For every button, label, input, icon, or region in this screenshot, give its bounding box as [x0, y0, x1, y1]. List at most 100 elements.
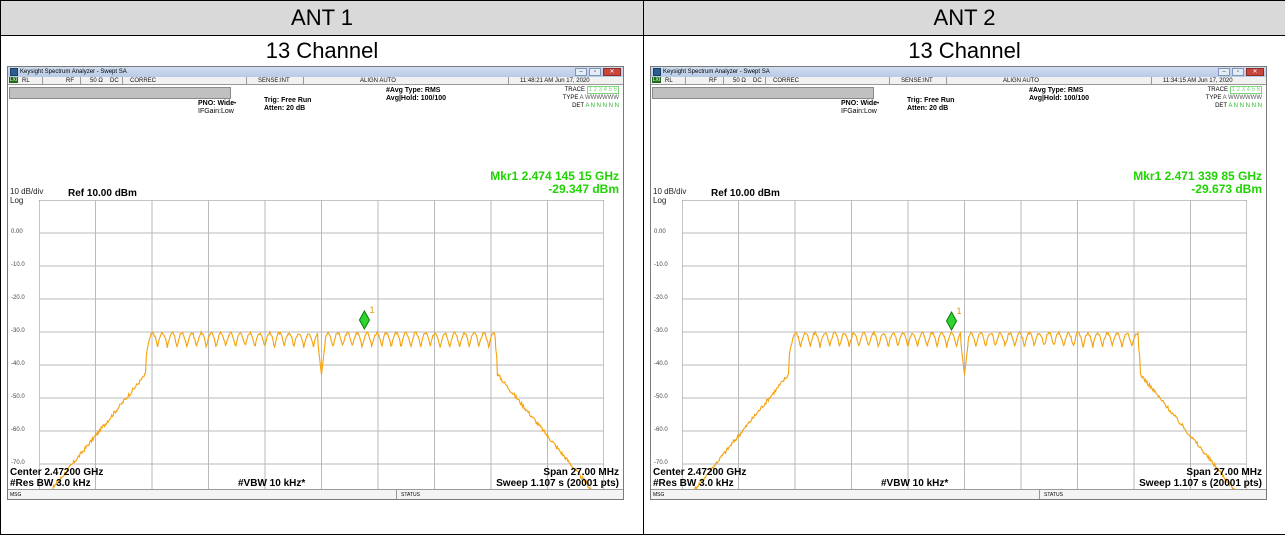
trace-label: TRACE	[1207, 86, 1228, 93]
restore-icon[interactable]: ▫	[1232, 67, 1244, 76]
status-correc: CORREC	[773, 77, 800, 84]
ant2-channel-header: 13 Channel	[643, 35, 1285, 66]
status-divider	[508, 76, 509, 85]
status-divider	[80, 76, 81, 85]
y-tick-label: -70.0	[654, 459, 668, 466]
status-correc: CORREC	[130, 77, 157, 84]
marker-level: -29.673 dBm	[1191, 181, 1262, 196]
status-divider	[246, 76, 247, 85]
avg-type: #Avg Type: RMS	[1029, 86, 1084, 94]
video-bandwidth: #VBW 10 kHz*	[881, 477, 949, 489]
status-impedance: 50 Ω	[733, 77, 746, 84]
trace-numbers: 1 2 3 4 5 6	[1229, 85, 1262, 94]
ant1-screenshot-cell: Keysight Spectrum Analyzer - Swept SA – …	[0, 65, 644, 535]
status-label: STATUS	[1039, 489, 1063, 499]
status-align: ALIGN AUTO	[360, 77, 396, 84]
trace-row: TRACE 1 2 3 4 5 6	[1207, 85, 1262, 94]
ant1-channel-header: 13 Channel	[0, 35, 644, 66]
softkey-title-bar	[652, 86, 874, 99]
close-icon[interactable]: ✕	[1246, 67, 1264, 76]
minimize-icon[interactable]: –	[575, 67, 587, 76]
scale-per-div: 10 dB/div	[10, 186, 44, 196]
y-tick-label: -60.0	[11, 426, 25, 433]
status-divider	[723, 76, 724, 85]
ant2-header: ANT 2	[643, 0, 1285, 36]
window-titlebar[interactable]: Keysight Spectrum Analyzer - Swept SA – …	[651, 66, 1266, 77]
status-divider	[303, 76, 304, 85]
window-titlebar[interactable]: Keysight Spectrum Analyzer - Swept SA – …	[8, 66, 623, 77]
resolution-bandwidth: #Res BW 3.0 kHz	[10, 477, 91, 489]
scale-per-div: 10 dB/div	[653, 186, 687, 196]
video-bandwidth: #VBW 10 kHz*	[238, 477, 306, 489]
det-label: DET	[572, 102, 584, 109]
center-frequency: Center 2.47200 GHz	[10, 466, 104, 478]
y-tick-label: -10.0	[654, 261, 668, 268]
sweep-time: Sweep 1.107 s (20001 pts)	[1139, 477, 1262, 489]
close-icon[interactable]: ✕	[603, 67, 621, 76]
y-tick-label: -30.0	[654, 327, 668, 334]
message-bar: MSG STATUS	[651, 488, 1266, 499]
marker-frequency: Mkr1 2.471 339 85 GHz	[1133, 168, 1262, 183]
spectrum-plot: 1	[682, 199, 1247, 499]
type-label: TYPE	[1205, 94, 1222, 101]
restore-icon[interactable]: ▫	[589, 67, 601, 76]
status-dc: DC	[110, 77, 119, 84]
status-divider	[1151, 76, 1152, 85]
message-bar: MSG STATUS	[8, 488, 623, 499]
ant1-channel-label: 13 Channel	[265, 37, 379, 63]
status-rf: RF	[709, 77, 717, 84]
reference-level: Ref 10.00 dBm	[711, 187, 780, 199]
y-tick-label: -40.0	[11, 360, 25, 367]
marker-diamond[interactable]	[945, 310, 958, 331]
window-controls: – ▫ ✕	[1218, 67, 1264, 76]
y-tick-label: -40.0	[654, 360, 668, 367]
ifgain-setting: IFGain:Low	[198, 107, 234, 115]
spectrum-trace	[39, 329, 604, 499]
trace-numbers: 1 2 3 4 5 6	[586, 85, 619, 94]
avg-hold: Avg|Hold: 100/100	[386, 94, 447, 102]
y-tick-label: -50.0	[654, 393, 668, 400]
status-divider	[685, 76, 686, 85]
det-row: DET A N N N N N	[572, 103, 619, 109]
minimize-icon[interactable]: –	[1218, 67, 1230, 76]
span: Span 27.00 MHz	[543, 466, 619, 478]
app-icon	[10, 67, 18, 76]
window-title: Keysight Spectrum Analyzer - Swept SA	[663, 68, 770, 75]
y-tick-label: -20.0	[11, 294, 25, 301]
trace-row: TRACE 1 2 3 4 5 6	[565, 85, 619, 94]
y-tick-label: 0.00	[654, 228, 666, 235]
det-label: DET	[1215, 102, 1227, 109]
type-value: A WWWWWW	[579, 94, 619, 101]
det-row: DET A N N N N N	[1215, 103, 1262, 109]
pno-setting: PNO: Wide	[841, 99, 878, 107]
y-tick-label: 0.00	[11, 228, 23, 235]
status-divider	[42, 76, 43, 85]
avg-type: #Avg Type: RMS	[386, 86, 441, 94]
arrow-icon: →•	[871, 100, 880, 107]
spectrum-analyzer-window: Keysight Spectrum Analyzer - Swept SA – …	[650, 65, 1267, 500]
status-clock: 11:34:15 AM Jun 17, 2020	[1163, 77, 1233, 84]
window-title: Keysight Spectrum Analyzer - Swept SA	[20, 68, 127, 75]
trigger-setting: Trig: Free Run	[907, 96, 955, 104]
center-frequency: Center 2.47200 GHz	[653, 466, 747, 478]
status-clock: 11:48:21 AM Jun 17, 2020	[520, 77, 590, 84]
status-rl: RL	[22, 77, 30, 84]
atten-setting: Atten: 20 dB	[264, 104, 306, 112]
spectrum-plot: 1	[39, 199, 604, 499]
pno-setting: PNO: Wide	[198, 99, 235, 107]
type-label: TYPE	[562, 94, 579, 101]
status-impedance: 50 Ω	[90, 77, 103, 84]
ant1-header: ANT 1	[0, 0, 644, 36]
marker-frequency: Mkr1 2.474 145 15 GHz	[490, 168, 619, 183]
y-tick-label: -30.0	[11, 327, 25, 334]
window-controls: – ▫ ✕	[575, 67, 621, 76]
reference-level: Ref 10.00 dBm	[68, 187, 137, 199]
trigger-setting: Trig: Free Run	[264, 96, 312, 104]
msg-label: MSG	[10, 491, 22, 498]
sweep-time: Sweep 1.107 s (20001 pts)	[496, 477, 619, 489]
status-divider	[889, 76, 890, 85]
marker-diamond[interactable]	[358, 309, 371, 330]
lxi-icon: LXI	[652, 76, 661, 83]
status-label: STATUS	[396, 489, 420, 499]
